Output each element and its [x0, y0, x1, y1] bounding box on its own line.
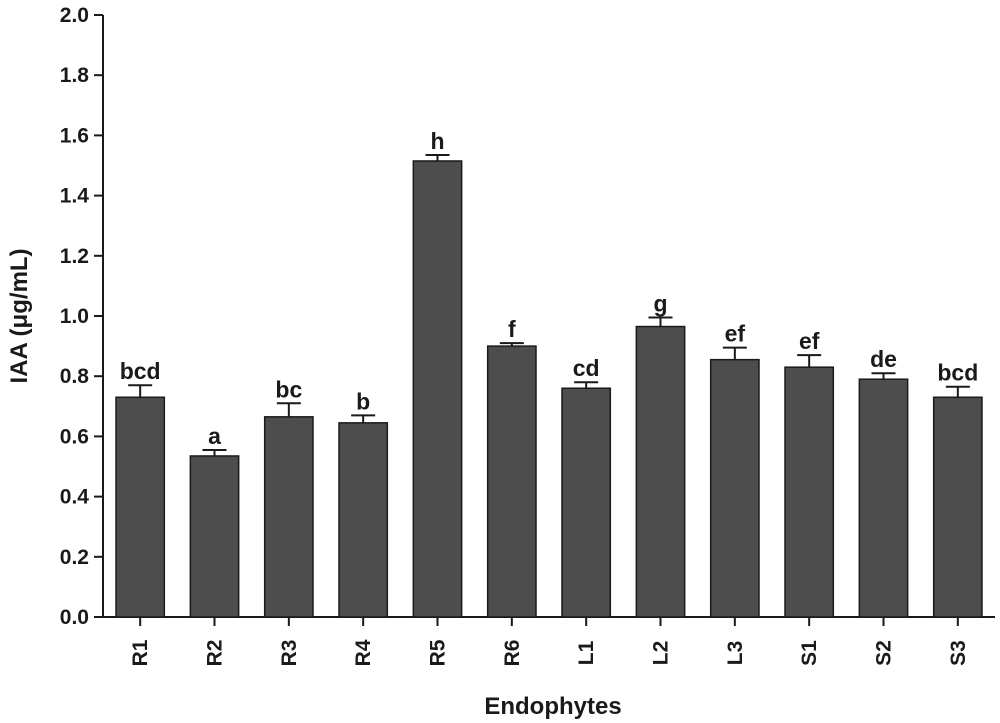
- x-tick-label: S3: [947, 640, 970, 666]
- y-tick-label: 2.0: [60, 4, 89, 27]
- bar: [784, 366, 835, 618]
- bar: [412, 160, 463, 618]
- significance-label: cd: [573, 355, 600, 381]
- x-tick-label: R5: [427, 639, 450, 666]
- bar: [561, 387, 612, 618]
- y-tick-label: 1.8: [60, 64, 90, 87]
- significance-label: ef: [725, 321, 746, 347]
- significance-label: f: [508, 316, 516, 342]
- bar: [709, 358, 760, 618]
- y-tick-label: 0.8: [60, 365, 90, 388]
- y-tick-label: 1.2: [60, 245, 89, 268]
- x-axis: R1 R2 R3 R4 R5 R6 L1 L2 L3 S1 S2 S3: [103, 616, 995, 667]
- x-tick-label: R4: [352, 639, 375, 666]
- significance-label: a: [208, 423, 221, 449]
- significance-label: b: [356, 388, 370, 414]
- bar: [635, 325, 686, 618]
- bar: [263, 416, 314, 618]
- x-tick-label: R6: [501, 640, 524, 667]
- y-tick-label: 1.4: [60, 185, 90, 208]
- x-tick-label: R1: [129, 639, 152, 666]
- x-tick-label: L2: [650, 641, 673, 666]
- bar: [858, 378, 909, 618]
- x-axis-title: Endophytes: [484, 693, 621, 720]
- y-tick-label: 1.0: [60, 305, 89, 328]
- bar: [189, 455, 240, 618]
- x-tick-label: S1: [798, 640, 821, 666]
- significance-label: ef: [799, 328, 820, 354]
- x-tick-label: L3: [724, 641, 747, 666]
- y-axis: 0.0 0.2 0.4 0.6 0.8 1.0 1.2 1.4 1.6 1.8 2.0: [60, 4, 104, 629]
- significance-label: bcd: [120, 358, 161, 384]
- x-tick-label: R2: [204, 640, 227, 667]
- x-tick-label: R3: [278, 640, 301, 667]
- x-tick-label: S2: [873, 640, 896, 666]
- bar: [338, 422, 389, 618]
- y-tick-label: 0.0: [60, 606, 89, 629]
- significance-label: g: [653, 291, 667, 317]
- significance-label: h: [430, 128, 444, 154]
- bar: [932, 396, 983, 618]
- bar: [115, 396, 166, 618]
- significance-label: bc: [275, 376, 302, 402]
- y-tick-label: 0.4: [60, 486, 90, 509]
- y-tick-label: 1.6: [60, 124, 89, 147]
- significance-label: bcd: [937, 360, 978, 386]
- y-tick-label: 0.2: [60, 546, 89, 569]
- significance-label: de: [870, 346, 897, 372]
- y-tick-label: 0.6: [60, 425, 89, 448]
- bars: bcd a bc b h f cd g ef ef de bcd: [115, 128, 983, 618]
- y-axis-title: IAA (μg/mL): [6, 248, 33, 383]
- x-tick-label: L1: [575, 640, 598, 665]
- bar: [486, 345, 537, 618]
